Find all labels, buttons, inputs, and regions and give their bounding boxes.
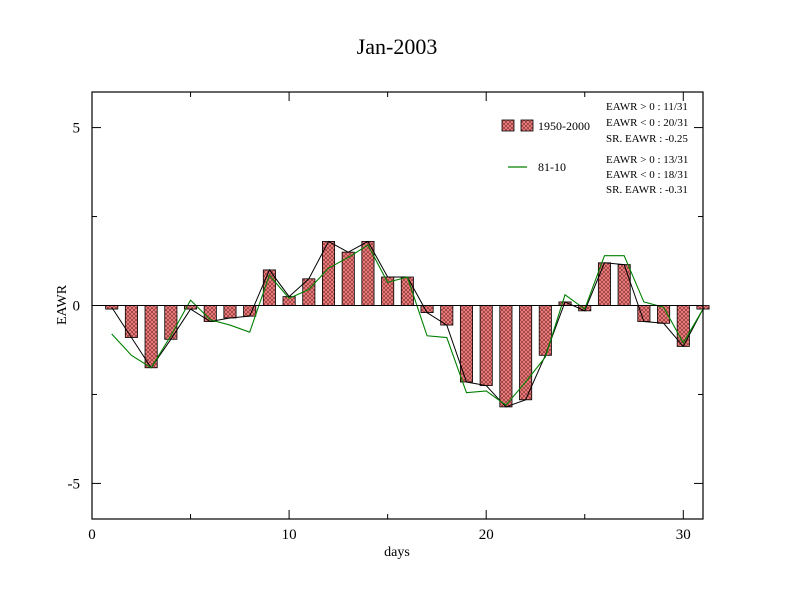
x-tick-label-30: 30 — [676, 527, 691, 543]
legend: 1950-2000 81-10 EAWR > 0 : 11/31 EAWR < … — [501, 101, 688, 196]
stat-81-10-negative: EAWR < 0 : 18/31 — [606, 169, 688, 181]
legend-label-1950-2000: 1950-2000 — [538, 119, 590, 133]
stat-1950-2000-sr: SR. EAWR : -0.25 — [606, 133, 688, 145]
bar-day-30 — [676, 305, 690, 347]
bar-day-2 — [124, 305, 138, 338]
bar-day-14 — [361, 241, 375, 306]
bar-day-21 — [499, 305, 513, 408]
bar-day-26 — [597, 262, 611, 306]
legend-bar-swatch-right — [520, 119, 534, 132]
x-tick-label-10: 10 — [282, 527, 297, 543]
bar-day-27 — [617, 264, 631, 306]
stat-81-10-sr: SR. EAWR : -0.31 — [606, 184, 688, 196]
x-axis-label: days — [384, 545, 410, 560]
chart-title: Jan-2003 — [357, 34, 438, 59]
y-tick-label--5: -5 — [68, 476, 81, 492]
legend-label-81-10: 81-10 — [538, 160, 566, 174]
bar-day-4 — [164, 305, 178, 340]
y-axis-label: EAWR — [55, 284, 70, 325]
x-tick-label-0: 0 — [88, 527, 96, 543]
axis-ticks — [91, 92, 703, 519]
stat-81-10-positive: EAWR > 0 : 13/31 — [606, 154, 688, 166]
line-series-black — [111, 240, 704, 408]
bar-day-17 — [420, 305, 434, 314]
axis-tick-labels: 0 10 20 30 -5 0 5 — [68, 121, 691, 543]
bar-day-7 — [223, 305, 237, 319]
bar-day-20 — [479, 305, 493, 386]
legend-bar-swatch-left — [501, 119, 515, 132]
stat-1950-2000-negative: EAWR < 0 : 20/31 — [606, 117, 688, 129]
line-layer — [111, 240, 704, 408]
y-tick-label-5: 5 — [73, 121, 81, 137]
bar-day-22 — [519, 305, 533, 401]
bar-day-23 — [538, 305, 552, 356]
stat-1950-2000-positive: EAWR > 0 : 11/31 — [606, 101, 688, 113]
y-tick-label-0: 0 — [73, 299, 81, 315]
x-tick-label-20: 20 — [479, 527, 494, 543]
bar-day-3 — [144, 305, 158, 369]
line-series-81-10 — [111, 244, 704, 406]
bar-series-1950-2000 — [105, 241, 710, 408]
